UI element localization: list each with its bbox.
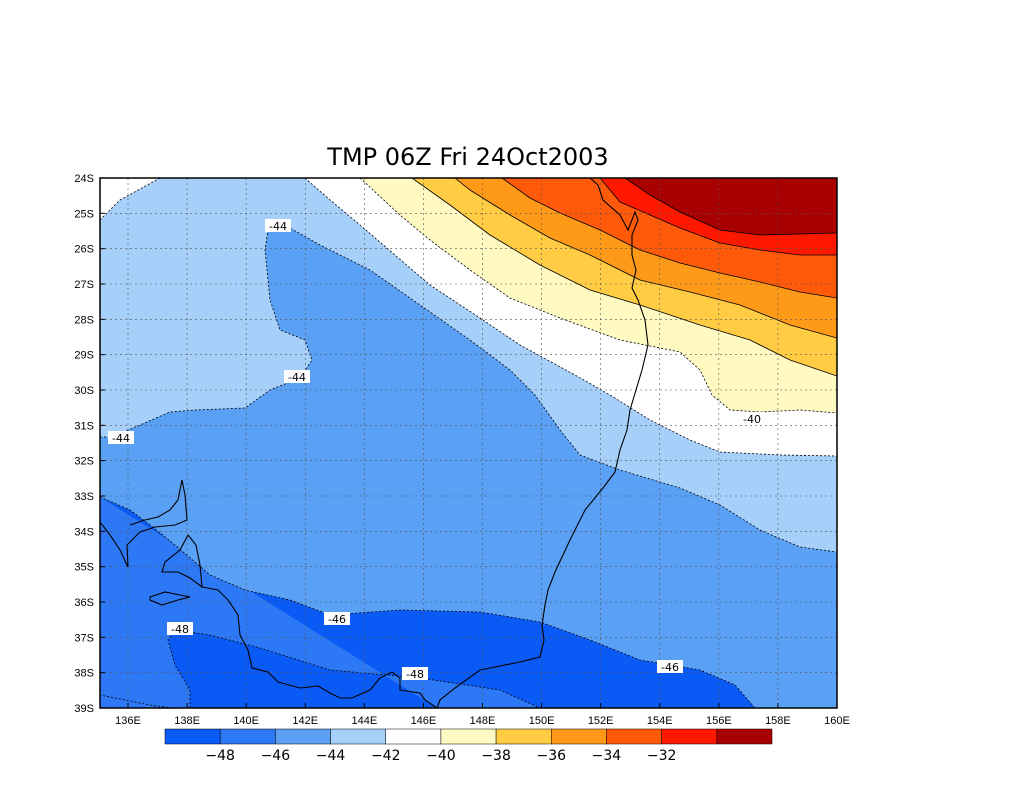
- colorbar-swatch: [495, 728, 552, 745]
- colorbar-label: −36: [536, 748, 566, 764]
- contour-label: -48: [406, 668, 424, 681]
- contour-label-bg: [402, 667, 428, 680]
- lat-tick-label: 25S: [74, 208, 94, 220]
- colorbar-swatch: [716, 728, 773, 745]
- contour-label: -44: [269, 220, 287, 233]
- contour-lines: [100, 178, 837, 708]
- colorbar-swatch: [164, 728, 221, 745]
- lat-tick-label: 32S: [74, 456, 94, 468]
- colorbar: −48 −46 −44 −42 −40 −38 −36 −34 −32: [164, 728, 773, 764]
- band-38-36: [412, 178, 837, 376]
- lon-tick-label: 160E: [824, 715, 850, 727]
- contour-label: -48: [171, 623, 189, 636]
- latitude-axis: 24S 25S 26S 27S 28S 29S 30S 31S 32S 33S 34S 35S 36S 3…: [74, 173, 105, 715]
- lat-tick-label: 26S: [74, 244, 94, 256]
- band-40-38: [360, 178, 837, 413]
- band-46-44: [100, 228, 837, 708]
- lat-tick-label: 24S: [74, 173, 94, 185]
- lat-tick-label: 33S: [74, 491, 94, 503]
- lat-tick-label: 27S: [74, 279, 94, 291]
- lat-tick-label: 34S: [74, 526, 94, 538]
- colorbar-label: −32: [647, 748, 677, 764]
- contour-label-bg: [167, 622, 193, 635]
- colorbar-swatch: [440, 728, 497, 745]
- lon-tick-label: 154E: [647, 715, 673, 727]
- band-32-30: [600, 178, 837, 255]
- lon-tick-label: 156E: [706, 715, 732, 727]
- colorbar-swatch: [330, 728, 386, 745]
- lat-tick-label: 36S: [74, 597, 94, 609]
- lat-tick-label: 38S: [74, 668, 94, 680]
- colorbar-swatch: [606, 728, 662, 745]
- lat-tick-label: 35S: [74, 562, 94, 574]
- lon-tick-label: 152E: [588, 715, 614, 727]
- contour-label: -44: [112, 432, 130, 445]
- contour-label: -40: [743, 413, 761, 426]
- colorbar-swatch: [551, 728, 607, 745]
- contour-label-bg: [284, 370, 310, 383]
- coastline: [100, 178, 649, 708]
- colorbar-label: −48: [205, 748, 235, 764]
- lat-tick-label: 39S: [74, 703, 94, 715]
- colorbar-swatch: [275, 728, 331, 745]
- contour-lines-warm: [411, 178, 837, 377]
- lat-tick-label: 29S: [74, 350, 94, 362]
- contour-label-bg: [739, 412, 765, 425]
- colorbar-label: −46: [261, 748, 291, 764]
- contour-label-bg: [108, 431, 134, 444]
- lon-tick-label: 140E: [233, 715, 259, 727]
- lat-lon-gridlines: [100, 178, 837, 708]
- longitude-axis: 136E 138E 140E 142E 144E 146E 148E 150E 152E 154E…: [115, 703, 850, 727]
- lon-tick-label: 150E: [529, 715, 555, 727]
- lon-tick-label: 146E: [411, 715, 437, 727]
- contour-label-bg: [324, 612, 350, 625]
- lat-tick-label: 37S: [74, 632, 94, 644]
- lat-tick-label: 28S: [74, 314, 94, 326]
- lon-tick-label: 138E: [174, 715, 200, 727]
- chart-title: TMP 06Z Fri 24Oct2003: [326, 143, 608, 171]
- contour-label: -46: [661, 661, 679, 674]
- band-44-42: [100, 178, 837, 552]
- band-34-32: [502, 178, 837, 298]
- colorbar-label: −34: [592, 748, 622, 764]
- band-ge-32: [625, 178, 837, 235]
- colorbar-label: −38: [481, 748, 511, 764]
- contour-label: -46: [328, 613, 346, 626]
- colorbar-label: −42: [371, 748, 401, 764]
- lat-tick-label: 31S: [74, 420, 94, 432]
- lon-tick-label: 158E: [765, 715, 791, 727]
- map-frame: [99, 177, 838, 709]
- band-42-40: [100, 178, 837, 456]
- colorbar-swatch: [385, 728, 442, 745]
- lon-tick-label: 136E: [115, 715, 141, 727]
- colorbar-label: −44: [316, 748, 346, 764]
- lon-tick-label: 142E: [292, 715, 318, 727]
- colorbar-swatch: [219, 728, 276, 745]
- lon-tick-label: 144E: [351, 715, 377, 727]
- colorbar-swatch: [661, 728, 718, 745]
- colorbar-label: −40: [426, 748, 456, 764]
- lat-tick-label: 30S: [74, 385, 94, 397]
- contour-label-bg: [265, 219, 291, 232]
- lon-tick-label: 148E: [470, 715, 496, 727]
- contour-labels: -44 -44 -44 -46 -48 -48 -46 -40: [108, 219, 765, 681]
- contour-label: -44: [288, 371, 306, 384]
- filled-temperature-contours: [100, 178, 837, 708]
- contour-label-bg: [657, 660, 683, 673]
- band-36-34: [455, 178, 837, 338]
